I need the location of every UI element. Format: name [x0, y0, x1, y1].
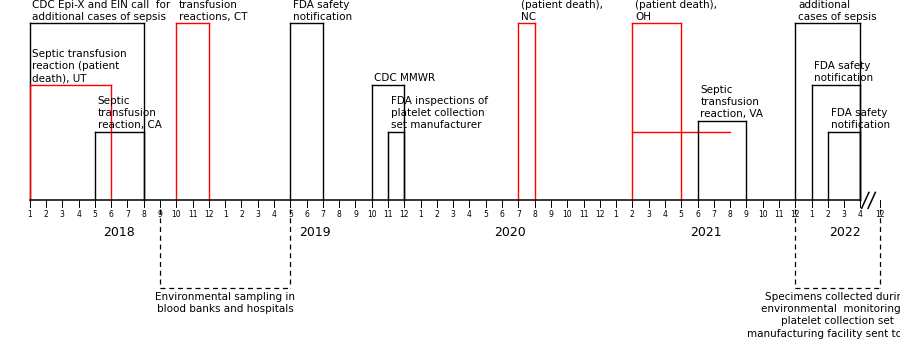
Text: Septic
transfusion
reaction, CA: Septic transfusion reaction, CA: [97, 96, 161, 130]
Text: 11: 11: [383, 210, 392, 219]
Text: 10: 10: [562, 210, 572, 219]
Text: 5: 5: [93, 210, 97, 219]
Text: 2 septic
transfusion
reactions, CT: 2 septic transfusion reactions, CT: [179, 0, 248, 22]
Text: 5: 5: [483, 210, 488, 219]
Text: 1: 1: [809, 210, 814, 219]
Text: 4: 4: [272, 210, 276, 219]
Text: 3: 3: [59, 210, 65, 219]
Text: 8: 8: [532, 210, 537, 219]
Text: CDC MMWR: CDC MMWR: [374, 73, 436, 83]
Text: 4: 4: [662, 210, 668, 219]
Text: 2: 2: [239, 210, 244, 219]
Text: 7: 7: [516, 210, 521, 219]
Text: 10: 10: [367, 210, 376, 219]
Text: CDC Epi-X
call for
additional
cases of sepsis: CDC Epi-X call for additional cases of s…: [798, 0, 877, 22]
Text: 5: 5: [288, 210, 292, 219]
Text: 2021: 2021: [689, 226, 722, 239]
Text: 4: 4: [467, 210, 472, 219]
Text: Septic transfusion
reaction (patient
death), UT: Septic transfusion reaction (patient dea…: [32, 49, 127, 83]
Text: 4: 4: [76, 210, 81, 219]
Text: 4: 4: [858, 210, 863, 219]
Text: CDC Epi-X and EIN call  for
additional cases of sepsis: CDC Epi-X and EIN call for additional ca…: [32, 0, 171, 22]
Text: 12: 12: [204, 210, 213, 219]
Text: FDA safety
notification: FDA safety notification: [831, 108, 889, 130]
Text: 1: 1: [27, 210, 32, 219]
Text: 12: 12: [400, 210, 410, 219]
Text: 11: 11: [188, 210, 197, 219]
Text: 8: 8: [728, 210, 733, 219]
Text: 6: 6: [109, 210, 113, 219]
Text: FDA inspections of
platelet collection
set manufacturer: FDA inspections of platelet collection s…: [391, 96, 488, 130]
Text: 10: 10: [758, 210, 768, 219]
Text: 11: 11: [774, 210, 784, 219]
Text: 2018: 2018: [104, 226, 135, 239]
Text: 9: 9: [158, 210, 162, 219]
Text: 1: 1: [614, 210, 618, 219]
Text: 2: 2: [43, 210, 49, 219]
Text: 8: 8: [337, 210, 342, 219]
Text: 1: 1: [223, 210, 228, 219]
Text: FDA safety
notification: FDA safety notification: [814, 61, 873, 83]
Text: 11: 11: [579, 210, 589, 219]
Text: 7: 7: [320, 210, 325, 219]
Text: 12: 12: [595, 210, 605, 219]
Text: 1: 1: [418, 210, 423, 219]
Text: Septic
transfusion
reaction
(patient death),
NC: Septic transfusion reaction (patient dea…: [521, 0, 603, 22]
Text: 2022: 2022: [829, 226, 860, 239]
Text: 6: 6: [695, 210, 700, 219]
Text: 2019: 2019: [299, 226, 330, 239]
Text: 6: 6: [500, 210, 505, 219]
Text: 5: 5: [679, 210, 684, 219]
Text: 6: 6: [304, 210, 309, 219]
Text: Septic
transfusion
reaction, VA: Septic transfusion reaction, VA: [700, 85, 763, 119]
Text: 3: 3: [256, 210, 260, 219]
Text: FDA safety
notification: FDA safety notification: [293, 0, 352, 22]
Text: Septic
transfusion
reaction
(patient death),
OH: Septic transfusion reaction (patient dea…: [635, 0, 717, 22]
Text: 2: 2: [825, 210, 830, 219]
Text: 2020: 2020: [494, 226, 526, 239]
Text: 3: 3: [451, 210, 455, 219]
Text: 2: 2: [435, 210, 439, 219]
Text: 12: 12: [790, 210, 800, 219]
Text: 7: 7: [711, 210, 716, 219]
Text: 3: 3: [842, 210, 847, 219]
Text: 9: 9: [744, 210, 749, 219]
Text: Environmental sampling in
blood banks and hospitals: Environmental sampling in blood banks an…: [155, 292, 295, 314]
Text: Specimens collected during
environmental  monitoring at
platelet collection set
: Specimens collected during environmental…: [747, 292, 900, 339]
Text: 9: 9: [548, 210, 554, 219]
Text: 8: 8: [141, 210, 146, 219]
Text: 9: 9: [353, 210, 358, 219]
Text: 7: 7: [125, 210, 130, 219]
Text: 10: 10: [172, 210, 181, 219]
Text: 3: 3: [646, 210, 651, 219]
Text: 2: 2: [630, 210, 634, 219]
Text: 12: 12: [876, 210, 885, 219]
